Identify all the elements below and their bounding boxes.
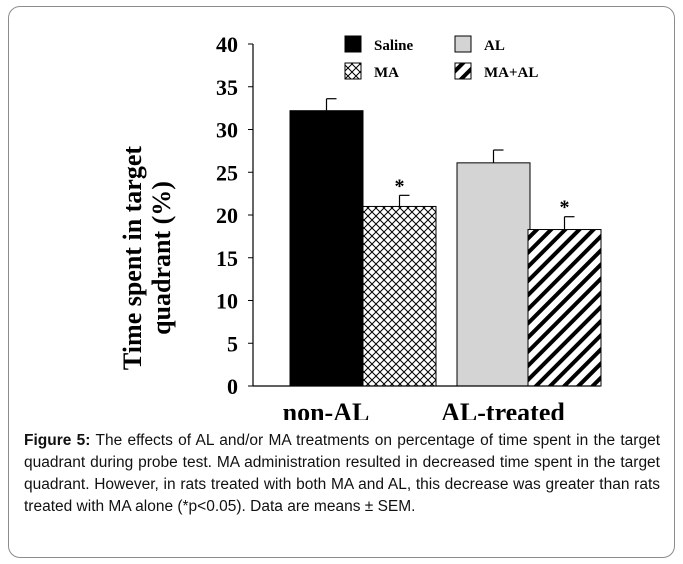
bars: ** [289,98,602,387]
y-axis: 0 5 10 15 20 25 30 35 40 [216,32,253,399]
bar-saline [289,110,364,387]
y-axis-label-line1: Time spent in target [118,146,147,370]
y-tick-label: 5 [227,331,238,356]
legend-swatch-saline [344,35,362,53]
bar-ma [362,205,437,387]
y-tick-label: 35 [216,75,238,100]
y-tick-label: 30 [216,118,238,143]
legend-label-al: AL [484,38,505,54]
x-tick-label-al-treated: AL-treated [441,398,565,420]
caption-text: The effects of AL and/or MA treatments o… [24,432,660,515]
bar-chart: Time spent in target quadrant (%) 0 5 10 15… [118,32,602,420]
y-tick-label: 25 [216,160,238,185]
figure-caption: Figure 5: The effects of AL and/or MA tr… [24,430,660,518]
legend-swatch-ma [344,62,362,80]
legend-label-saline: Saline [374,38,414,54]
y-tick-label: 0 [227,374,238,399]
significance-marker: * [395,175,405,197]
y-tick-label: 15 [216,246,238,271]
x-tick-label-non-al: non-AL [283,398,370,420]
bar-al [456,162,531,387]
y-axis-label-line2: quadrant (%) [147,181,176,335]
legend-swatch-ma-al [454,62,472,80]
caption-label: Figure 5: [24,432,91,449]
x-axis-labels: non-AL AL-treated [283,398,566,420]
bar-ma-al [527,229,602,387]
y-tick-label: 10 [216,289,238,314]
legend-label-ma-al: MA+AL [484,65,538,81]
y-axis-title: Time spent in target quadrant (%) [118,146,176,370]
y-tick-label: 20 [216,203,238,228]
significance-marker: * [560,197,570,219]
legend-swatch-al [454,35,472,53]
y-tick-label: 40 [216,32,238,57]
legend: Saline AL MA MA+AL [344,35,538,81]
legend-label-ma: MA [374,65,399,81]
